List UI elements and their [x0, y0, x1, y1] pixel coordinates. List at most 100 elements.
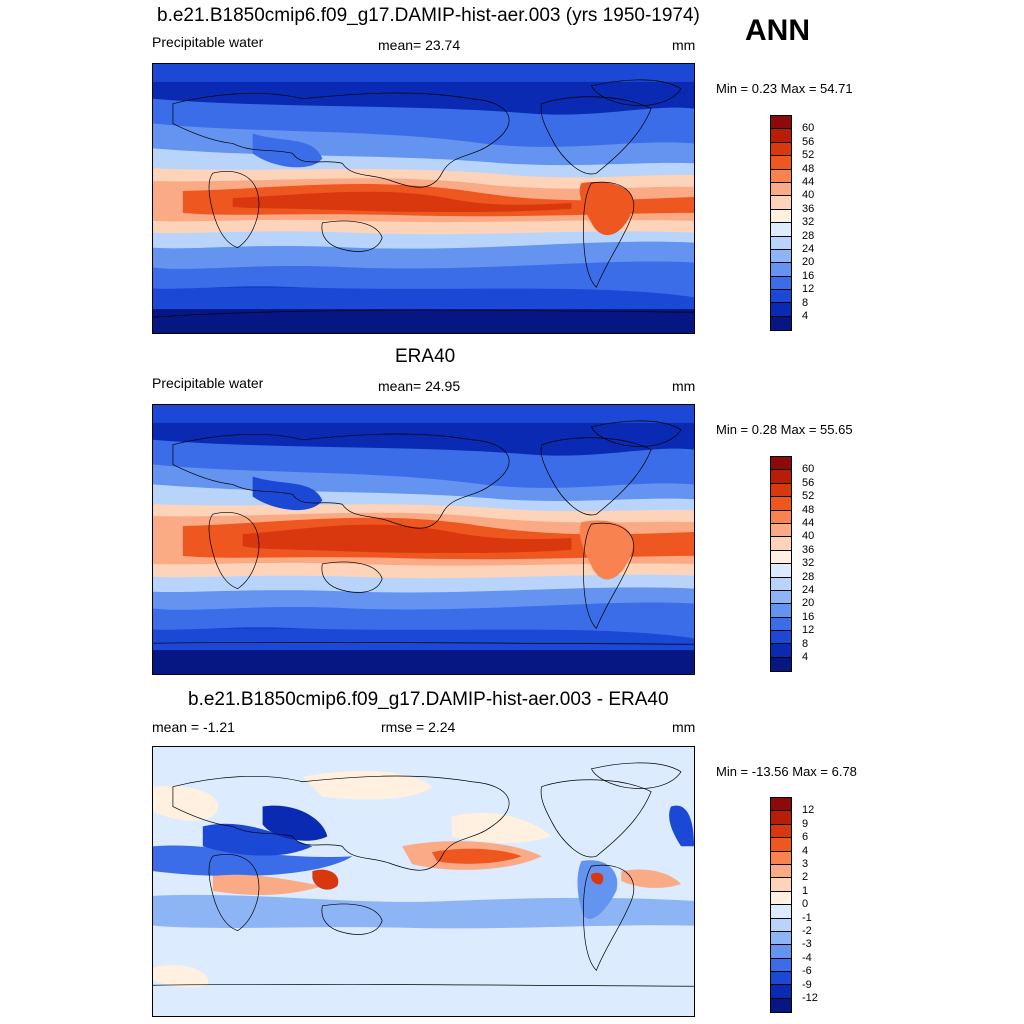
- panel1-colorbar-swatch: [771, 116, 791, 130]
- panel3-colorbar-swatch: [771, 798, 791, 812]
- panel3-colorbar-swatch: [771, 945, 791, 959]
- panel2-variable-label: Precipitable water: [152, 375, 264, 391]
- panel1-colorbar-swatch: [771, 129, 791, 143]
- panel2-mean-label: mean= 24.95: [378, 378, 461, 394]
- panel1-colorbar-tick: 44: [802, 176, 815, 188]
- panel1-colorbar-tick: 52: [802, 149, 815, 162]
- panel1-map: [152, 63, 695, 334]
- panel3-colorbar-tick: 0: [802, 898, 809, 911]
- panel1-units-label: mm: [672, 37, 696, 53]
- panel3-colorbar-tick: 4: [802, 844, 809, 857]
- panel2-colorbar-tick: 52: [802, 490, 815, 503]
- panel2-colorbar-swatch: [771, 497, 791, 511]
- panel2-colorbar: [770, 456, 792, 673]
- panel3-units-label: mm: [672, 719, 696, 735]
- panel3-colorbar-tick: -3: [802, 938, 812, 951]
- panel2-colorbar-swatch: [771, 510, 791, 524]
- panel2-colorbar-tick: 16: [802, 610, 815, 623]
- panel2-colorbar-swatch: [771, 590, 791, 605]
- panel2-colorbar-tick: 4: [802, 651, 809, 663]
- panel1-colorbar-swatch: [771, 182, 791, 197]
- panel3-colorbar: [770, 797, 792, 1014]
- panel1-colorbar-tick: 8: [802, 296, 809, 309]
- panel1-colorbar-swatch: [771, 263, 791, 277]
- panel1-colorbar-swatch: [771, 169, 791, 183]
- panel1-colorbar-tick: 16: [802, 269, 815, 282]
- panel3-colorbar-tick: 9: [802, 817, 809, 830]
- panel2-colorbar-tick: 48: [802, 503, 815, 516]
- panel1-colorbar-swatch: [771, 236, 791, 250]
- panel2-colorbar-swatch: [771, 577, 791, 591]
- panel3-colorbar-swatch: [771, 931, 791, 946]
- panel3-colorbar-swatch: [771, 985, 791, 999]
- panel3-colorbar-tick: -6: [802, 965, 812, 978]
- panel3-colorbar-swatch: [771, 811, 791, 825]
- panel1-colorbar-tick: 60: [802, 122, 815, 135]
- panel3-colorbar-tick: 1: [802, 884, 809, 897]
- panel3-colorbar-swatch: [771, 998, 791, 1013]
- panel2-colorbar-tick: 28: [802, 570, 815, 583]
- panel3-mean-label: mean = -1.21: [152, 719, 235, 735]
- panel2-colorbar-swatch: [771, 550, 791, 565]
- panel3-colorbar-swatch: [771, 851, 791, 865]
- panel1-colorbar: [770, 115, 792, 332]
- panel1-mean-label: mean= 23.74: [378, 37, 461, 53]
- panel2-colorbar-swatch: [771, 644, 791, 658]
- panel1-colorbar-tick: 56: [802, 135, 815, 148]
- panel2-colorbar-tick: 24: [802, 584, 815, 596]
- panel3-colorbar-swatch: [771, 905, 791, 919]
- panel2-colorbar-tick: 60: [802, 463, 815, 476]
- panel1-colorbar-tick: 40: [802, 189, 815, 202]
- panel1-colorbar-tick: 48: [802, 162, 815, 175]
- panel1-colorbar-tick: 4: [802, 310, 809, 322]
- panel2-colorbar-tick: 20: [802, 597, 815, 610]
- panel2-colorbar-swatch: [771, 631, 791, 645]
- panel1-variable-label: Precipitable water: [152, 34, 264, 50]
- panel2-colorbar-tick: 36: [802, 543, 815, 556]
- panel3-colorbar-swatch: [771, 918, 791, 932]
- panel3-colorbar-tick: -9: [802, 978, 812, 991]
- panel1-colorbar-tick: 20: [802, 256, 815, 269]
- panel1-colorbar-swatch: [771, 142, 791, 157]
- panel1-colorbar-tick: 32: [802, 216, 815, 229]
- panel1-colorbar-swatch: [771, 303, 791, 317]
- panel2-minmax: Min = 0.28 Max = 55.65: [716, 422, 853, 437]
- panel1-minmax: Min = 0.23 Max = 54.71: [716, 81, 853, 96]
- panel2-colorbar-tick: 40: [802, 530, 815, 543]
- panel3-title: b.e21.B1850cmip6.f09_g17.DAMIP-hist-aer.…: [188, 689, 669, 710]
- panel1-colorbar-tick: 28: [802, 229, 815, 242]
- panel1-colorbar-swatch: [771, 223, 791, 237]
- panel3-colorbar-tick: -1: [802, 911, 812, 924]
- panel2-colorbar-tick: 56: [802, 476, 815, 489]
- panel2-colorbar-swatch: [771, 564, 791, 578]
- season-label: ANN: [745, 14, 810, 47]
- panel3-colorbar-tick: 6: [802, 831, 809, 844]
- panel3-colorbar-tick: -12: [802, 992, 818, 1004]
- panel3-colorbar-swatch: [771, 864, 791, 879]
- panel2-colorbar-swatch: [771, 617, 791, 632]
- panel2-colorbar-swatch: [771, 483, 791, 498]
- panel1-colorbar-swatch: [771, 290, 791, 304]
- panel3-minmax: Min = -13.56 Max = 6.78: [716, 764, 857, 779]
- panel1-colorbar-swatch: [771, 276, 791, 291]
- panel2-colorbar-tick: 32: [802, 557, 815, 570]
- panel3-colorbar-swatch: [771, 838, 791, 852]
- panel3-colorbar-tick: 2: [802, 871, 809, 884]
- panel1-colorbar-swatch: [771, 209, 791, 224]
- panel1-colorbar-swatch: [771, 156, 791, 170]
- panel3-colorbar-swatch: [771, 891, 791, 906]
- panel3-colorbar-tick: 12: [802, 804, 815, 817]
- panel3-map: [152, 746, 695, 1017]
- panel1-colorbar-tick: 12: [802, 283, 815, 296]
- panel3-rmse-label: rmse = 2.24: [381, 719, 456, 735]
- panel3-colorbar-swatch: [771, 958, 791, 973]
- panel1-colorbar-swatch: [771, 316, 791, 331]
- panel3-colorbar-tick: -4: [802, 951, 812, 964]
- panel1-colorbar-tick: 24: [802, 243, 815, 255]
- panel2-colorbar-swatch: [771, 604, 791, 618]
- panel1-colorbar-swatch: [771, 249, 791, 264]
- panel3-colorbar-tick: 3: [802, 858, 809, 870]
- panel1-colorbar-swatch: [771, 196, 791, 210]
- panel2-colorbar-tick: 8: [802, 637, 809, 650]
- panel2-title: ERA40: [395, 346, 456, 367]
